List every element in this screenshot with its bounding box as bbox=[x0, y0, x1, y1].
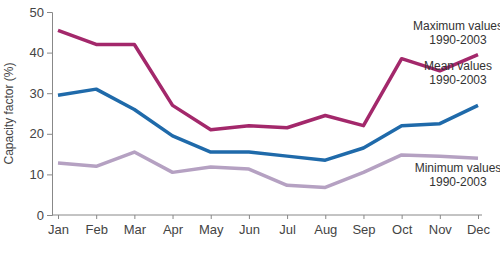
x-tick-label: Feb bbox=[85, 222, 107, 237]
x-tick-label: Mar bbox=[124, 222, 147, 237]
x-tick-mark bbox=[440, 215, 441, 219]
x-tick-label: Jul bbox=[279, 222, 296, 237]
y-axis-title: Capacity factor (%) bbox=[2, 62, 16, 164]
x-tick-label: May bbox=[199, 222, 224, 237]
series-label-line: Mean values bbox=[424, 59, 492, 73]
x-tick-mark bbox=[211, 215, 212, 219]
x-tick-label: Dec bbox=[467, 222, 491, 237]
x-tick: Dec bbox=[467, 215, 491, 237]
y-axis: 0 10 20 30 40 50 bbox=[30, 5, 53, 223]
x-tick: Jan bbox=[48, 215, 69, 237]
y-tick-mark bbox=[47, 93, 52, 94]
series-label: Minimum values1990-2003 bbox=[415, 161, 500, 189]
x-tick-mark bbox=[363, 215, 364, 219]
x-tick-mark bbox=[249, 215, 250, 219]
series-label-line: 1990-2003 bbox=[429, 73, 487, 87]
x-tick: May bbox=[199, 215, 224, 237]
y-tick-label: 40 bbox=[30, 45, 44, 60]
y-axis-line bbox=[47, 13, 53, 216]
y-tick-label: 0 bbox=[37, 208, 44, 223]
x-tick-label: Sep bbox=[352, 222, 375, 237]
y-tick: 50 bbox=[30, 5, 52, 20]
x-tick-label: Oct bbox=[392, 222, 413, 237]
x-tick: Jul bbox=[279, 215, 296, 237]
x-tick-mark bbox=[287, 215, 288, 219]
y-tick-mark bbox=[47, 53, 52, 54]
y-tick-label: 10 bbox=[30, 167, 44, 182]
x-tick-label: Aug bbox=[314, 222, 337, 237]
x-tick: Sep bbox=[352, 215, 375, 237]
series-label: Mean values1990-2003 bbox=[424, 59, 492, 87]
y-tick: 30 bbox=[30, 86, 52, 101]
y-tick: 0 bbox=[37, 208, 52, 223]
x-tick: Jun bbox=[239, 215, 260, 237]
y-tick-mark bbox=[47, 174, 52, 175]
x-tick-label: Jan bbox=[48, 222, 69, 237]
y-tick-label: 20 bbox=[30, 126, 44, 141]
series-label-line: 1990-2003 bbox=[429, 175, 487, 189]
x-tick-mark bbox=[96, 215, 97, 219]
x-axis: Jan Feb Mar Apr May Jun Jul Aug Sep Oct Nov Dec bbox=[48, 215, 491, 237]
y-tick: 10 bbox=[30, 167, 52, 182]
series-line bbox=[58, 30, 478, 129]
x-tick-mark bbox=[134, 215, 135, 219]
x-tick: Mar bbox=[124, 215, 147, 237]
y-tick-mark bbox=[47, 134, 52, 135]
series-line bbox=[58, 89, 478, 160]
y-tick-label: 30 bbox=[30, 86, 44, 101]
chart: 0 10 20 30 40 50 Jan Feb Mar Apr May Jun Jul Aug Sep Oc… bbox=[0, 0, 500, 253]
x-tick: Nov bbox=[429, 215, 453, 237]
y-tick: 20 bbox=[30, 126, 52, 141]
x-tick: Aug bbox=[314, 215, 337, 237]
series-label-line: 1990-2003 bbox=[429, 33, 487, 47]
x-tick-label: Apr bbox=[163, 222, 184, 237]
y-tick-label: 50 bbox=[30, 5, 44, 20]
x-tick-label: Jun bbox=[239, 222, 260, 237]
series-label-line: Maximum values bbox=[413, 19, 500, 33]
series-label: Maximum values1990-2003 bbox=[413, 19, 500, 47]
x-axis-line bbox=[52, 215, 482, 216]
y-tick: 40 bbox=[30, 45, 52, 60]
x-tick-mark bbox=[325, 215, 326, 219]
x-tick: Oct bbox=[392, 215, 413, 237]
series-label-line: Minimum values bbox=[415, 161, 500, 175]
x-tick-mark bbox=[173, 215, 174, 219]
x-tick-label: Nov bbox=[429, 222, 453, 237]
x-tick: Feb bbox=[85, 215, 107, 237]
x-tick-mark bbox=[58, 215, 59, 219]
x-tick-mark bbox=[402, 215, 403, 219]
x-tick: Apr bbox=[163, 215, 184, 237]
y-tick-mark bbox=[47, 12, 52, 13]
y-tick-mark bbox=[47, 215, 52, 216]
x-tick-mark bbox=[478, 215, 479, 219]
